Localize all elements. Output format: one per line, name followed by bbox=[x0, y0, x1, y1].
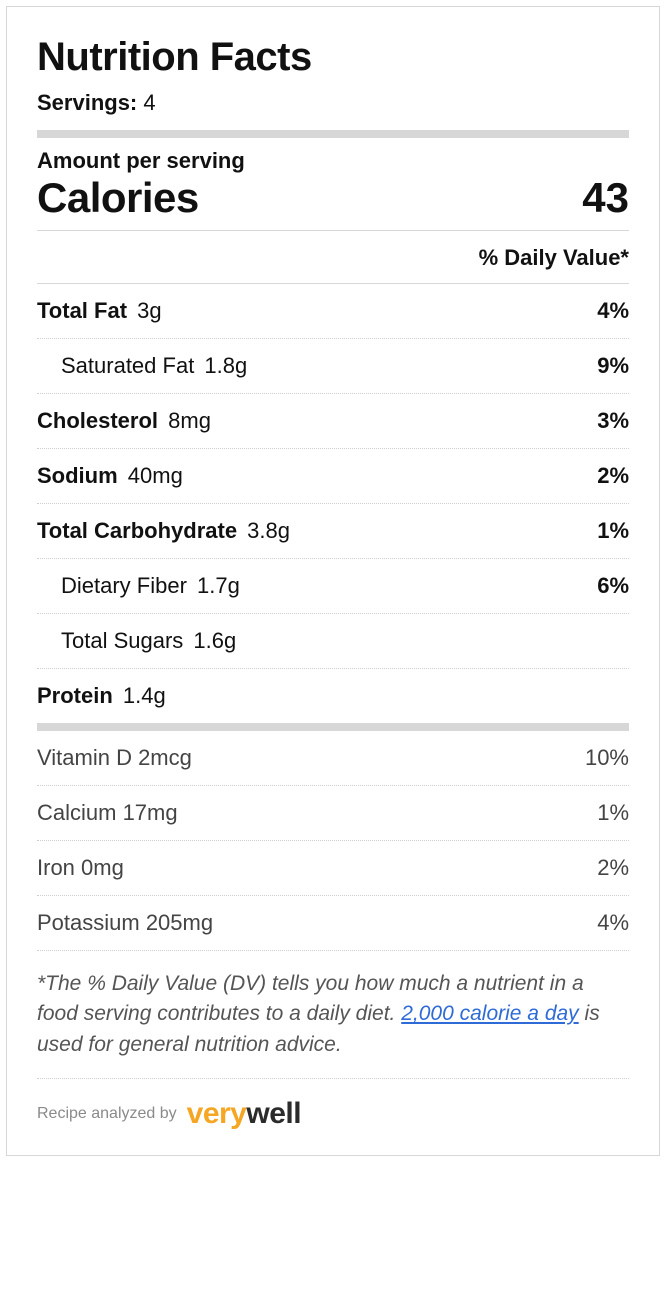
nutrient-name: Saturated Fat bbox=[61, 353, 194, 378]
nutrient-row: Saturated Fat 1.8g 9% bbox=[37, 339, 629, 394]
nutrient-row: Cholesterol 8mg 3% bbox=[37, 394, 629, 449]
nutrient-amount: 1.6g bbox=[187, 628, 236, 653]
vitamin-left: Potassium 205mg bbox=[37, 910, 213, 936]
nutrient-amount: 1.8g bbox=[198, 353, 247, 378]
vitamins-list: Vitamin D 2mcg 10% Calcium 17mg 1% Iron 0mg 2… bbox=[37, 731, 629, 951]
panel-title: Nutrition Facts bbox=[37, 35, 629, 80]
nutrient-name: Total Carbohydrate bbox=[37, 518, 237, 543]
brand-well: well bbox=[246, 1097, 301, 1130]
nutrient-amount: 3g bbox=[131, 298, 162, 323]
servings-line: Servings: 4 bbox=[37, 90, 629, 130]
nutrient-row: Total Fat 3g 4% bbox=[37, 284, 629, 339]
nutrient-name: Cholesterol bbox=[37, 408, 158, 433]
brand-very: very bbox=[187, 1097, 247, 1130]
nutrient-name: Sodium bbox=[37, 463, 118, 488]
nutrient-pct: 4% bbox=[597, 298, 629, 324]
nutrient-amount: 40mg bbox=[122, 463, 183, 488]
calories-label: Calories bbox=[37, 174, 199, 222]
vitamin-row: Calcium 17mg 1% bbox=[37, 786, 629, 841]
servings-label: Servings: bbox=[37, 90, 137, 115]
nutrient-row: Total Carbohydrate 3.8g 1% bbox=[37, 504, 629, 559]
vitamin-row: Iron 0mg 2% bbox=[37, 841, 629, 896]
vitamin-pct: 4% bbox=[597, 910, 629, 936]
vitamin-pct: 10% bbox=[585, 745, 629, 771]
vitamin-left: Vitamin D 2mcg bbox=[37, 745, 192, 771]
nutrient-name: Protein bbox=[37, 683, 113, 708]
amount-per-serving-label: Amount per serving bbox=[37, 138, 629, 174]
daily-value-footnote: *The % Daily Value (DV) tells you how mu… bbox=[37, 951, 629, 1079]
vitamin-pct: 1% bbox=[597, 800, 629, 826]
nutrient-left: Cholesterol 8mg bbox=[37, 408, 211, 434]
vitamin-left: Iron 0mg bbox=[37, 855, 124, 881]
nutrient-left: Dietary Fiber 1.7g bbox=[37, 573, 240, 599]
thick-divider-top bbox=[37, 130, 629, 138]
nutrient-pct: 2% bbox=[597, 463, 629, 489]
nutrient-pct: 3% bbox=[597, 408, 629, 434]
analyzed-by-label: Recipe analyzed by bbox=[37, 1105, 177, 1123]
nutrient-row: Dietary Fiber 1.7g 6% bbox=[37, 559, 629, 614]
thick-divider-mid bbox=[37, 723, 629, 731]
nutrient-name: Total Fat bbox=[37, 298, 127, 323]
analyzed-by-line: Recipe analyzed by verywell bbox=[37, 1079, 629, 1131]
nutrient-amount: 8mg bbox=[162, 408, 211, 433]
calories-value: 43 bbox=[582, 174, 629, 222]
nutrient-amount: 1.7g bbox=[191, 573, 240, 598]
nutrient-name: Dietary Fiber bbox=[61, 573, 187, 598]
nutrition-facts-panel: Nutrition Facts Servings: 4 Amount per s… bbox=[6, 6, 660, 1156]
servings-value: 4 bbox=[143, 90, 155, 115]
nutrient-row: Protein 1.4g bbox=[37, 669, 629, 723]
calories-row: Calories 43 bbox=[37, 174, 629, 231]
nutrient-amount: 1.4g bbox=[117, 683, 166, 708]
nutrient-pct: 9% bbox=[597, 353, 629, 379]
vitamin-pct: 2% bbox=[597, 855, 629, 881]
nutrient-pct: 1% bbox=[597, 518, 629, 544]
vitamin-row: Potassium 205mg 4% bbox=[37, 896, 629, 951]
nutrient-left: Total Fat 3g bbox=[37, 298, 162, 324]
daily-value-header: % Daily Value* bbox=[37, 231, 629, 284]
vitamin-row: Vitamin D 2mcg 10% bbox=[37, 731, 629, 786]
nutrient-pct: 6% bbox=[597, 573, 629, 599]
nutrient-left: Total Sugars 1.6g bbox=[37, 628, 236, 654]
nutrients-list: Total Fat 3g 4% Saturated Fat 1.8g 9% Choles… bbox=[37, 284, 629, 723]
nutrient-left: Saturated Fat 1.8g bbox=[37, 353, 247, 379]
nutrient-amount: 3.8g bbox=[241, 518, 290, 543]
nutrient-left: Total Carbohydrate 3.8g bbox=[37, 518, 290, 544]
brand-logo[interactable]: verywell bbox=[187, 1097, 301, 1131]
nutrient-left: Protein 1.4g bbox=[37, 683, 166, 709]
nutrient-row: Sodium 40mg 2% bbox=[37, 449, 629, 504]
vitamin-left: Calcium 17mg bbox=[37, 800, 178, 826]
nutrient-name: Total Sugars bbox=[61, 628, 183, 653]
calorie-link[interactable]: 2,000 calorie a day bbox=[401, 1002, 578, 1025]
nutrient-row: Total Sugars 1.6g bbox=[37, 614, 629, 669]
nutrient-left: Sodium 40mg bbox=[37, 463, 183, 489]
